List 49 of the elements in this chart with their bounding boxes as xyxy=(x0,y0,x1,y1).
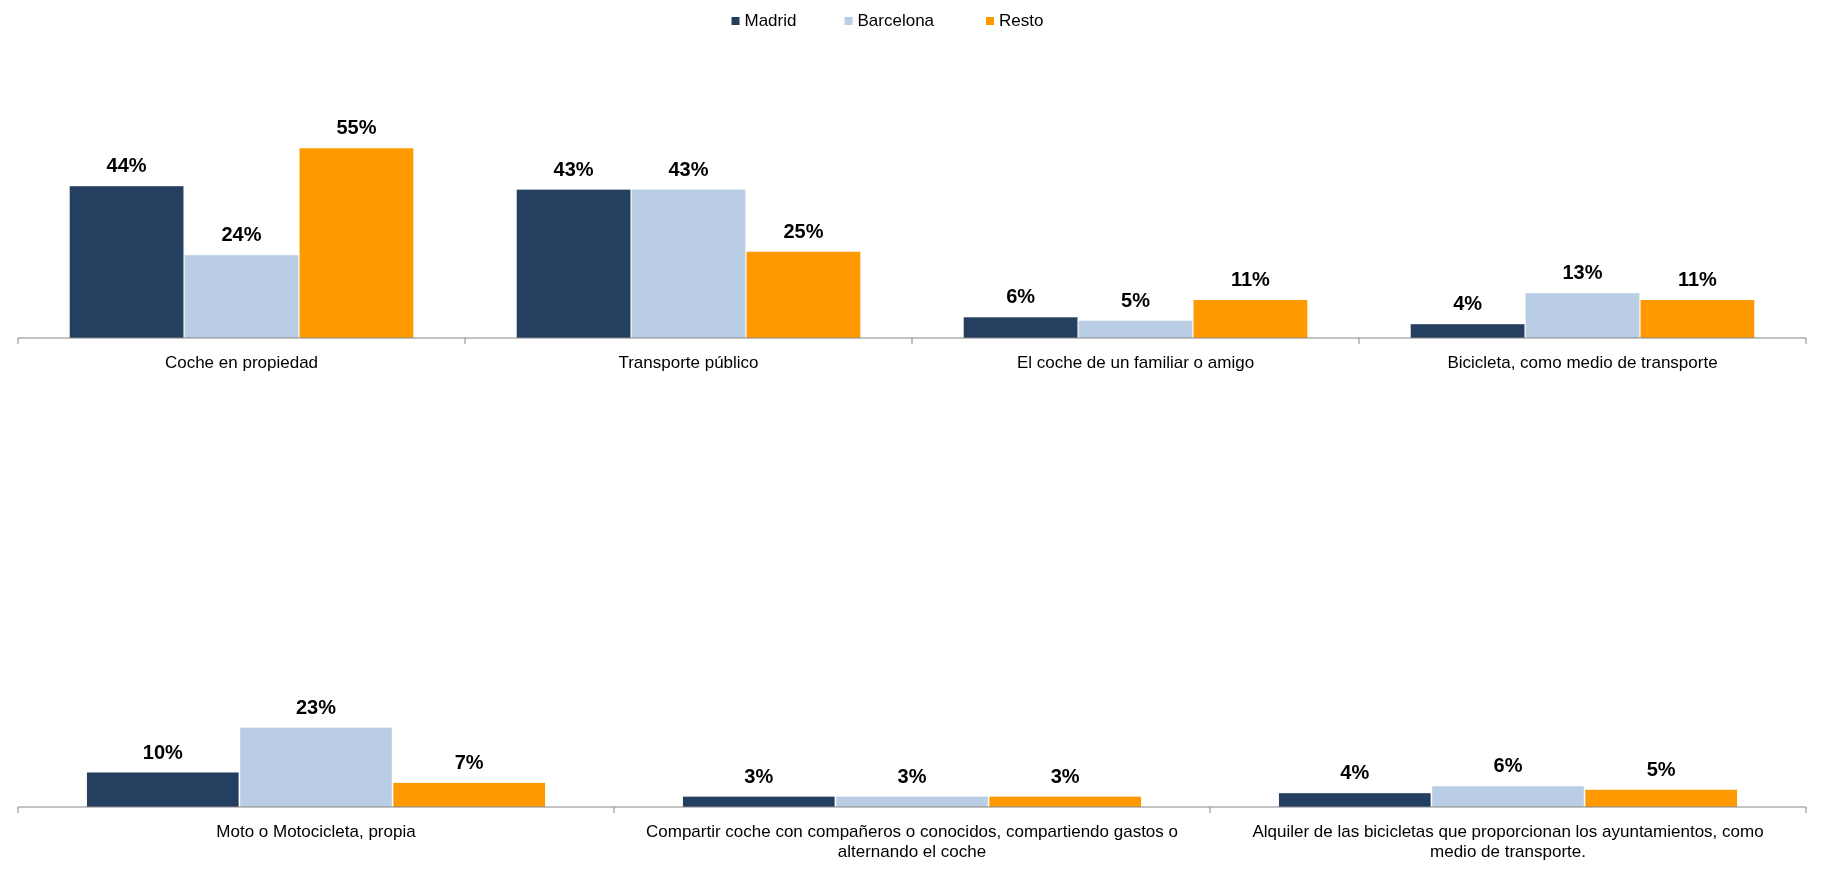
bar xyxy=(69,186,184,338)
x-tick-label: Compartir coche con compañeros o conocidos, compartiendo gastos o alternando el coche xyxy=(645,822,1179,861)
bar xyxy=(1410,324,1525,338)
data-label: 10% xyxy=(142,740,184,763)
bar xyxy=(240,727,392,807)
data-label: 3% xyxy=(744,764,774,787)
legend-label: Barcelona xyxy=(857,11,935,30)
data-label: 3% xyxy=(1050,764,1080,787)
bar xyxy=(393,782,546,807)
bar xyxy=(1525,293,1640,338)
data-label: 5% xyxy=(1646,757,1676,780)
data-label: 4% xyxy=(1453,292,1483,315)
x-tick-label: Moto o Motocicleta, propia xyxy=(216,822,417,841)
bar xyxy=(516,189,631,338)
x-tick-label: Alquiler de las bicicletas que proporcionan los ayuntamientos, como medio de transporte. xyxy=(1252,822,1764,861)
data-label: 25% xyxy=(783,219,824,242)
data-label: 24% xyxy=(221,223,262,246)
bar xyxy=(299,148,414,338)
x-tick-label: El coche de un familiar o amigo xyxy=(1016,353,1255,372)
bar xyxy=(1432,786,1584,807)
x-tick-label: Transporte público xyxy=(618,353,759,372)
data-label: 55% xyxy=(336,116,377,139)
x-tick-label: Coche en propiedad xyxy=(164,353,319,372)
bar xyxy=(184,255,299,338)
data-label: 43% xyxy=(668,157,709,180)
data-label: 4% xyxy=(1340,761,1370,784)
data-label: 43% xyxy=(553,157,594,180)
bar xyxy=(1640,300,1755,338)
bar xyxy=(1278,793,1431,807)
legend-label: Madrid xyxy=(744,11,797,30)
data-label: 11% xyxy=(1230,268,1271,291)
bar xyxy=(746,251,861,338)
x-tick-label: Bicicleta, como medio de transporte xyxy=(1447,353,1718,372)
data-label: 23% xyxy=(295,695,337,718)
data-label: 44% xyxy=(106,154,147,177)
data-label: 7% xyxy=(454,750,484,773)
legend-label: Resto xyxy=(999,11,1044,30)
data-label: 6% xyxy=(1006,285,1036,308)
bar xyxy=(1585,789,1738,807)
data-label: 11% xyxy=(1677,268,1718,291)
bar xyxy=(1078,320,1193,338)
data-label: 6% xyxy=(1493,754,1523,777)
data-label: 5% xyxy=(1121,288,1151,311)
bar xyxy=(1193,300,1308,338)
bar xyxy=(631,189,746,338)
data-label: 13% xyxy=(1562,261,1603,284)
bar xyxy=(86,772,239,807)
data-label: 3% xyxy=(897,764,927,787)
bar xyxy=(963,317,1078,338)
